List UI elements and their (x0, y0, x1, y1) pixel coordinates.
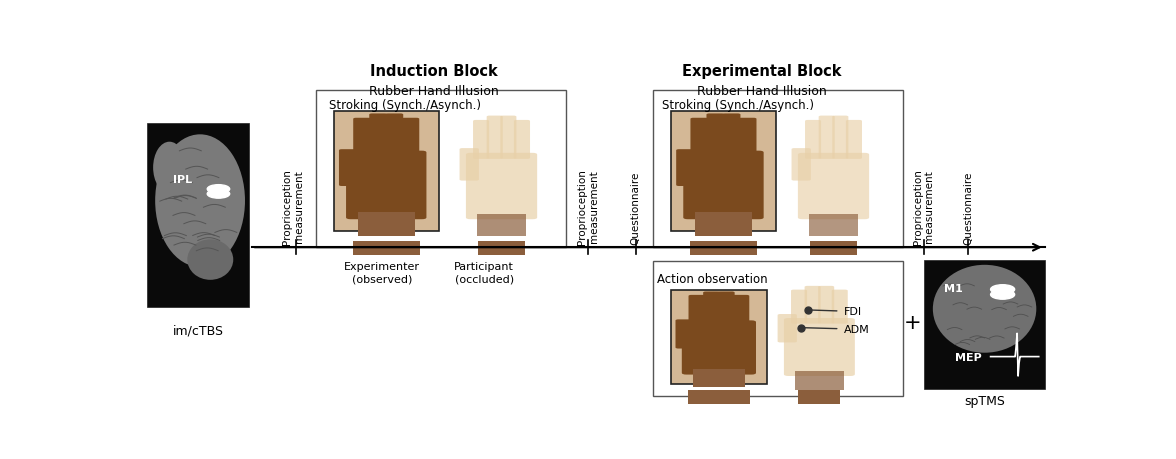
Text: Experimenter
(observed): Experimenter (observed) (345, 262, 420, 283)
Text: Experimental Block: Experimental Block (682, 64, 842, 79)
FancyBboxPatch shape (479, 241, 524, 256)
Circle shape (990, 290, 1015, 300)
FancyBboxPatch shape (514, 121, 530, 160)
Text: Proprioception
measurement: Proprioception measurement (913, 168, 934, 244)
FancyBboxPatch shape (671, 112, 776, 232)
Text: IPL: IPL (173, 174, 192, 184)
FancyBboxPatch shape (460, 149, 479, 181)
FancyBboxPatch shape (477, 215, 526, 236)
Text: MEP: MEP (955, 352, 981, 362)
FancyBboxPatch shape (818, 116, 835, 160)
FancyBboxPatch shape (315, 90, 567, 248)
Text: Proprioception
measurement: Proprioception measurement (282, 168, 303, 244)
FancyBboxPatch shape (688, 295, 706, 328)
FancyBboxPatch shape (690, 118, 708, 160)
FancyBboxPatch shape (810, 241, 856, 256)
FancyBboxPatch shape (688, 390, 749, 404)
FancyBboxPatch shape (693, 369, 744, 387)
Ellipse shape (155, 135, 245, 267)
FancyBboxPatch shape (334, 112, 439, 232)
FancyBboxPatch shape (671, 290, 767, 384)
FancyBboxPatch shape (147, 124, 249, 308)
Ellipse shape (153, 142, 186, 194)
Ellipse shape (187, 240, 233, 280)
FancyBboxPatch shape (466, 153, 537, 220)
FancyBboxPatch shape (707, 114, 724, 160)
FancyBboxPatch shape (369, 114, 387, 160)
FancyBboxPatch shape (339, 150, 361, 187)
Text: FDI: FDI (844, 306, 862, 316)
Text: Participant
(occluded): Participant (occluded) (454, 262, 514, 283)
Text: ADM: ADM (844, 324, 870, 334)
FancyBboxPatch shape (846, 121, 862, 160)
Ellipse shape (933, 265, 1036, 353)
FancyBboxPatch shape (831, 290, 848, 324)
FancyBboxPatch shape (784, 318, 855, 376)
FancyBboxPatch shape (795, 372, 844, 390)
FancyBboxPatch shape (487, 116, 503, 160)
FancyBboxPatch shape (722, 114, 741, 160)
FancyBboxPatch shape (353, 241, 420, 256)
Text: Induction Block: Induction Block (370, 64, 497, 79)
FancyBboxPatch shape (358, 213, 415, 236)
Text: Action observation: Action observation (656, 273, 768, 285)
FancyBboxPatch shape (690, 241, 757, 256)
FancyBboxPatch shape (675, 319, 696, 349)
FancyBboxPatch shape (500, 116, 516, 160)
Circle shape (990, 285, 1015, 294)
FancyBboxPatch shape (924, 260, 1044, 389)
Text: Questionnaire: Questionnaire (630, 171, 641, 244)
FancyBboxPatch shape (733, 295, 749, 328)
FancyBboxPatch shape (799, 390, 841, 404)
FancyBboxPatch shape (797, 153, 869, 220)
Text: Stroking (Synch./Asynch.): Stroking (Synch./Asynch.) (662, 99, 814, 112)
FancyBboxPatch shape (804, 286, 821, 324)
Text: im/cTBS: im/cTBS (173, 324, 223, 337)
Text: Proprioception
measurement: Proprioception measurement (577, 168, 599, 244)
FancyBboxPatch shape (809, 215, 858, 236)
Text: +: + (904, 312, 921, 332)
FancyBboxPatch shape (386, 114, 403, 160)
FancyBboxPatch shape (717, 292, 735, 328)
FancyBboxPatch shape (833, 116, 848, 160)
FancyBboxPatch shape (791, 290, 807, 324)
FancyBboxPatch shape (653, 262, 903, 396)
FancyBboxPatch shape (703, 292, 720, 328)
FancyBboxPatch shape (739, 118, 756, 160)
Circle shape (207, 190, 229, 199)
FancyBboxPatch shape (401, 118, 420, 160)
FancyBboxPatch shape (353, 118, 372, 160)
FancyBboxPatch shape (791, 149, 811, 181)
Text: Questionnaire: Questionnaire (963, 171, 974, 244)
FancyBboxPatch shape (683, 151, 763, 220)
Text: Stroking (Synch./Asynch.): Stroking (Synch./Asynch.) (329, 99, 481, 112)
FancyBboxPatch shape (346, 151, 427, 220)
Text: M1: M1 (944, 284, 963, 293)
FancyBboxPatch shape (806, 121, 821, 160)
Circle shape (207, 185, 229, 194)
FancyBboxPatch shape (695, 213, 751, 236)
FancyBboxPatch shape (682, 321, 756, 375)
FancyBboxPatch shape (653, 90, 903, 248)
Text: spTMS: spTMS (964, 394, 1005, 407)
Text: Rubber Hand Illusion: Rubber Hand Illusion (369, 85, 499, 98)
FancyBboxPatch shape (777, 314, 797, 343)
FancyBboxPatch shape (818, 286, 834, 324)
FancyBboxPatch shape (473, 121, 489, 160)
Text: Rubber Hand Illusion: Rubber Hand Illusion (697, 85, 827, 98)
FancyBboxPatch shape (676, 150, 697, 187)
